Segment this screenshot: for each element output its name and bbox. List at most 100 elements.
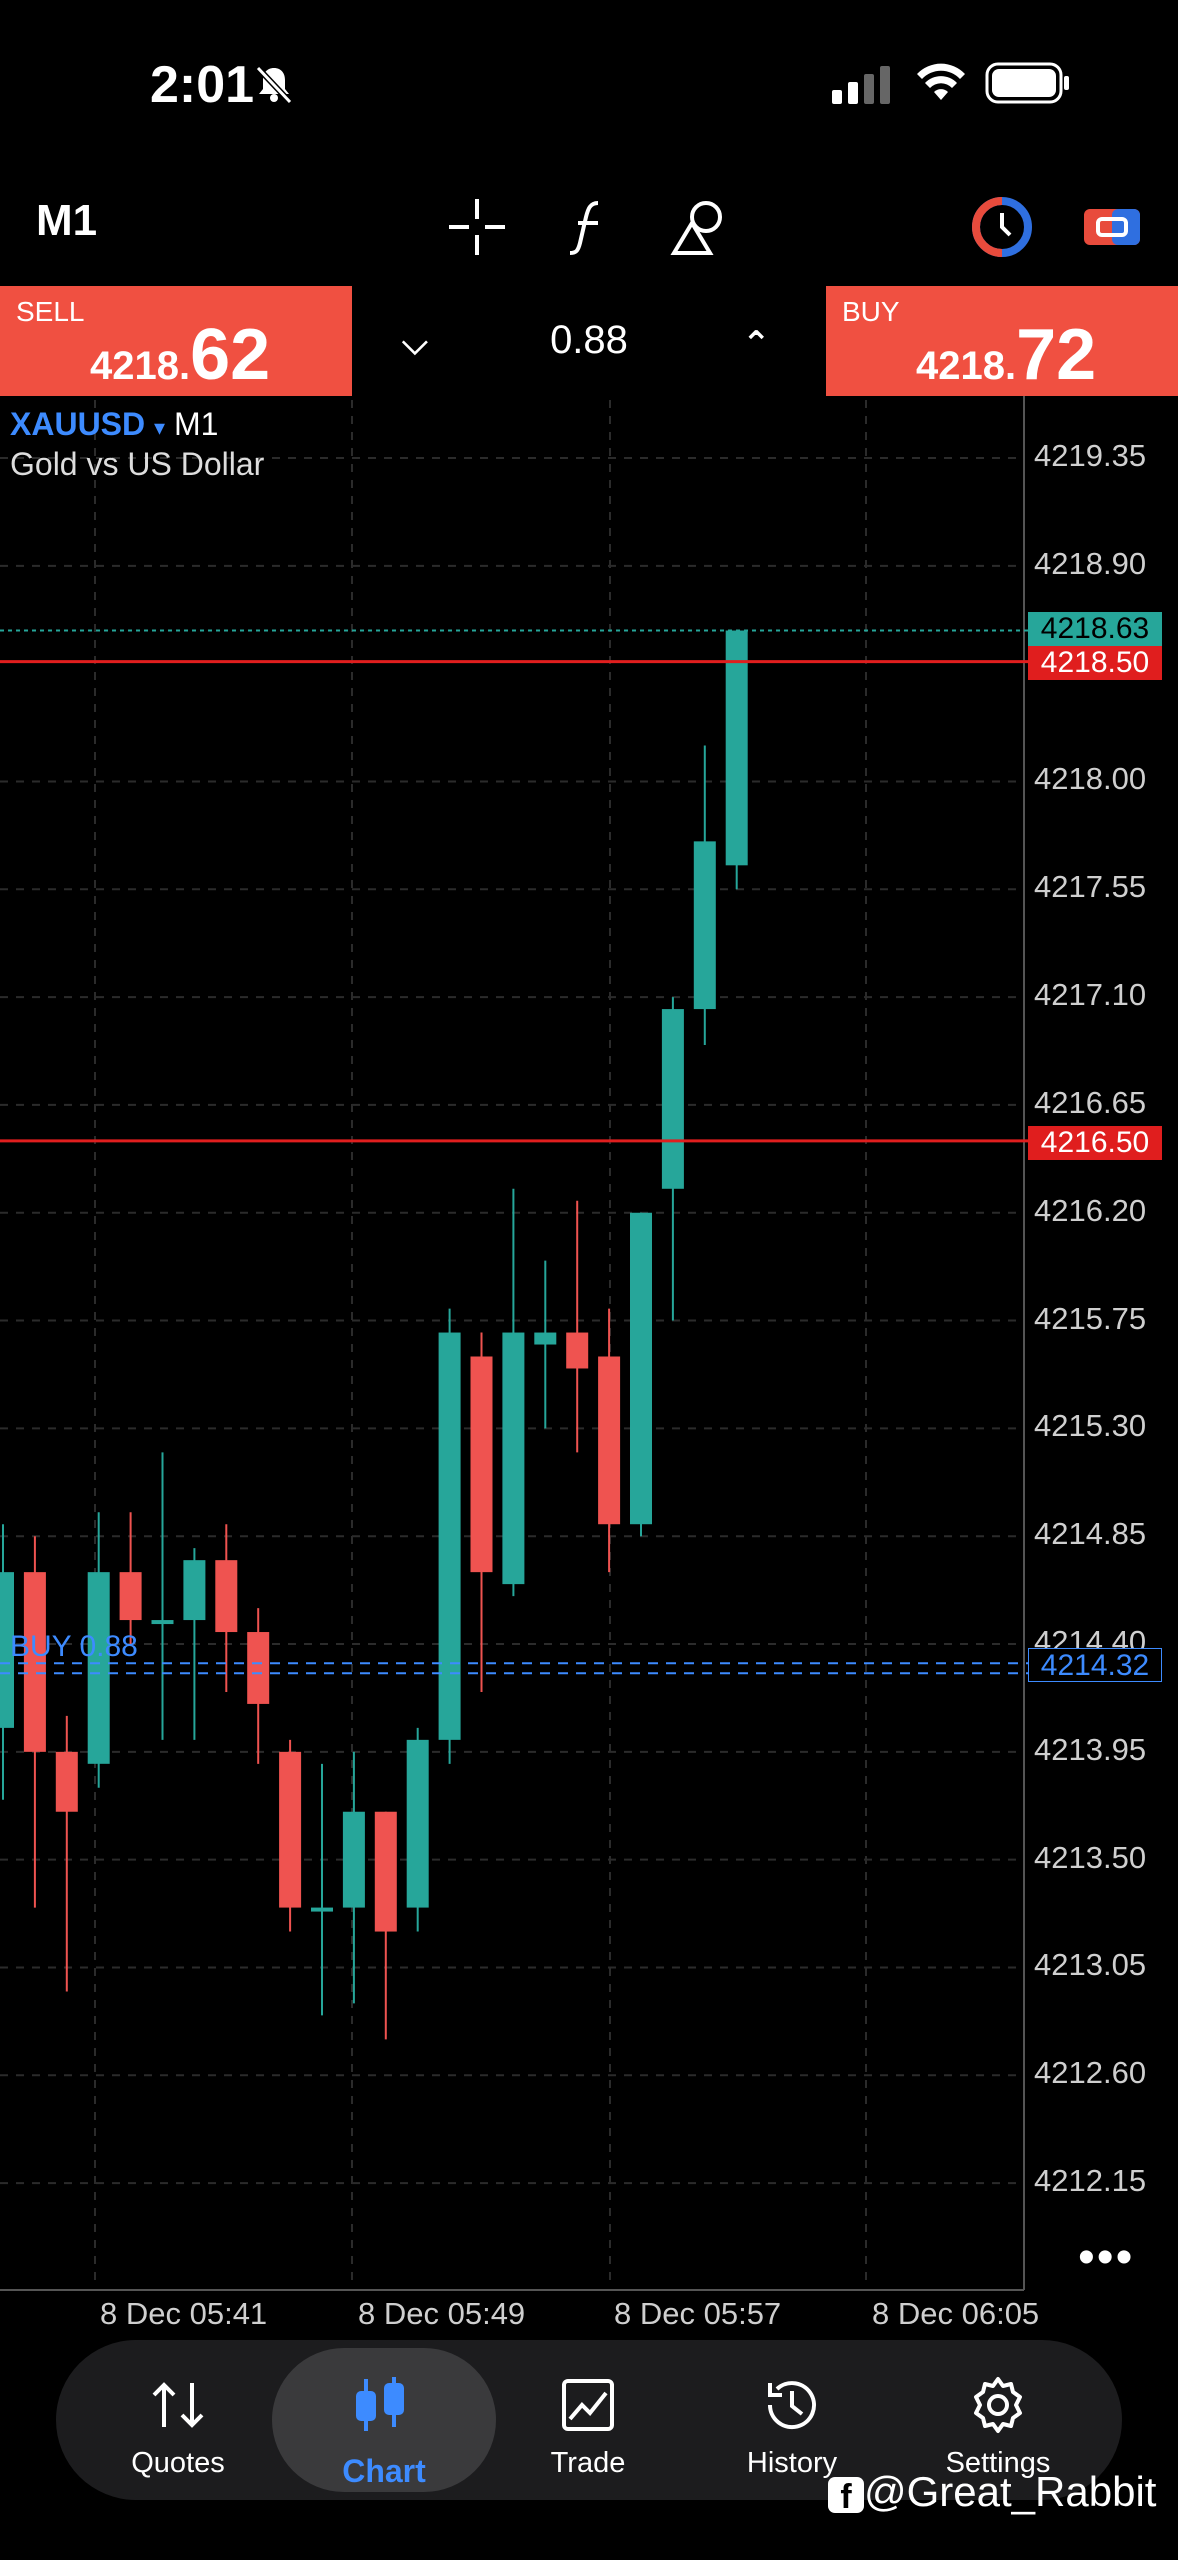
candle-bearish <box>470 1356 493 1573</box>
candle-bullish <box>534 1332 557 1345</box>
sell-button[interactable]: SELL 4218.62 <box>0 286 352 396</box>
timeframe-selector[interactable]: M1 <box>36 196 98 245</box>
candle-bearish <box>23 1572 46 1752</box>
lot-increase-chevron-up-icon[interactable]: ⌃ <box>742 325 771 363</box>
sell-label: SELL <box>16 296 85 327</box>
x-axis-tick-label: 8 Dec 05:41 <box>100 2296 268 2331</box>
candle-bearish <box>215 1560 238 1633</box>
facebook-icon: f <box>828 2477 864 2516</box>
tab-trade[interactable]: Trade <box>478 2355 698 2485</box>
quotes-icon <box>152 2382 204 2428</box>
y-axis-tick-label: 4218.00 <box>1034 761 1147 797</box>
y-axis-tick-label: 4215.75 <box>1034 1300 1147 1336</box>
candle-bearish <box>247 1632 270 1704</box>
battery-icon <box>985 62 1071 109</box>
y-axis-tick-label: 4214.85 <box>1034 1516 1147 1552</box>
y-axis-tick-label: 4219.35 <box>1034 438 1147 473</box>
x-axis-tick-label: 8 Dec 05:49 <box>358 2296 526 2331</box>
symbol-name: XAUUSD <box>10 406 146 442</box>
crosshair-icon[interactable] <box>445 195 509 259</box>
y-axis-tick-label: 4217.55 <box>1034 869 1147 905</box>
candle-bearish <box>374 1811 397 1932</box>
buy-price: 4218.72 <box>916 314 1096 396</box>
tab-quotes[interactable]: Quotes <box>68 2355 288 2485</box>
tab-history[interactable]: History <box>682 2355 902 2485</box>
y-axis-tick-label: 4216.20 <box>1034 1192 1147 1228</box>
lower-level-tag[interactable]: 4216.50 <box>1028 1126 1162 1160</box>
price-chart[interactable] <box>0 396 1178 2296</box>
y-axis-tick-label: 4212.15 <box>1034 2163 1147 2199</box>
candle-bearish <box>279 1751 302 1908</box>
buy-label: BUY <box>842 296 900 327</box>
gear-icon <box>974 2377 1022 2433</box>
candle-bearish <box>598 1356 621 1525</box>
x-axis-tick-label: 8 Dec 06:05 <box>872 2296 1040 2331</box>
candle-bullish <box>0 1572 14 1728</box>
y-axis-tick-label: 4216.65 <box>1034 1084 1147 1120</box>
upper-level-tag[interactable]: 4218.50 <box>1028 646 1162 680</box>
y-axis-tick-label: 4215.30 <box>1034 1408 1147 1444</box>
y-axis-tick-label: 4213.95 <box>1034 1731 1147 1767</box>
buy-order-label[interactable]: BUY 0.88 <box>10 1630 138 1663</box>
watermark-text: @Great_Rabbit <box>864 2468 1157 2515</box>
candle-bearish <box>566 1332 589 1369</box>
candle-bullish <box>406 1739 429 1908</box>
y-axis-tick-label: 4217.10 <box>1034 977 1147 1013</box>
tab-trade-label: Trade <box>550 2447 626 2479</box>
symbol-dropdown-icon: ▾ <box>154 415 166 440</box>
bottom-navigation <box>56 2340 1122 2500</box>
y-axis-tick-label: 4218.90 <box>1034 545 1147 581</box>
candle-bullish <box>725 630 748 866</box>
sell-price-big: 62 <box>190 315 271 395</box>
y-axis-tick-label: 4213.05 <box>1034 1947 1147 1983</box>
candle-bullish <box>630 1212 652 1525</box>
candle-bearish <box>55 1751 78 1812</box>
sell-price: 4218.62 <box>90 314 270 396</box>
candle-bullish <box>87 1572 110 1764</box>
tab-chart-label: Chart <box>342 2453 426 2489</box>
y-axis-tick-label: 4213.50 <box>1034 1839 1147 1875</box>
candle-bullish <box>311 1907 333 1912</box>
tab-settings-label: Settings <box>945 2447 1051 2479</box>
indicators-icon[interactable] <box>556 195 620 259</box>
history-icon <box>767 2381 816 2430</box>
trade-panel-toggle-icon[interactable] <box>1080 195 1144 259</box>
x-axis-tick-label: 8 Dec 05:57 <box>614 2296 782 2331</box>
candle-bullish <box>502 1332 525 1585</box>
sell-price-main: 4218. <box>90 344 191 388</box>
candle-bullish <box>661 1009 684 1189</box>
chart-symbol[interactable]: XAUUSD ▾ M1 <box>10 406 218 443</box>
candle-bearish <box>119 1572 142 1621</box>
cellular-signal-icon <box>832 66 894 109</box>
candle-bullish <box>342 1811 365 1908</box>
chart-icon <box>356 2377 404 2431</box>
tab-quotes-label: Quotes <box>131 2447 225 2479</box>
lot-decrease-chevron-down-icon[interactable]: ⌵ <box>402 324 428 362</box>
symbol-description: Gold vs US Dollar <box>10 446 265 482</box>
tab-history-label: History <box>746 2447 838 2479</box>
current-price-tag: 4218.63 <box>1028 612 1162 646</box>
buy-button[interactable]: BUY 4218.72 <box>826 286 1178 396</box>
trade-icon <box>562 2379 614 2431</box>
candle-bullish <box>183 1560 206 1621</box>
candle-bullish <box>693 841 716 1010</box>
lot-panel: ⌵ 0.88 ⌃ <box>352 286 826 396</box>
buy-price-big: 72 <box>1016 315 1097 395</box>
y-axis-tick-label: 4212.60 <box>1034 2055 1147 2091</box>
candle-bullish <box>438 1332 461 1740</box>
more-options-icon[interactable]: ••• <box>1078 2231 1135 2284</box>
objects-icon[interactable] <box>668 195 732 259</box>
order-price-tag[interactable]: 4214.32 <box>1028 1648 1162 1682</box>
symbol-timeframe: M1 <box>173 406 219 442</box>
one-click-trading-icon[interactable] <box>970 195 1034 259</box>
tab-settings[interactable]: Settings <box>888 2355 1108 2485</box>
muted-bell-icon <box>252 62 296 111</box>
tab-chart[interactable]: Chart <box>274 2355 494 2489</box>
wifi-icon <box>915 62 967 107</box>
status-time: 2:01 <box>150 56 255 114</box>
active-tab-highlight <box>272 2348 496 2492</box>
candle-bullish <box>151 1620 174 1625</box>
watermark: f @Great_Rabbit <box>828 2468 1156 2516</box>
buy-price-main: 4218. <box>916 344 1017 388</box>
lot-size-input[interactable]: 0.88 <box>550 318 628 362</box>
